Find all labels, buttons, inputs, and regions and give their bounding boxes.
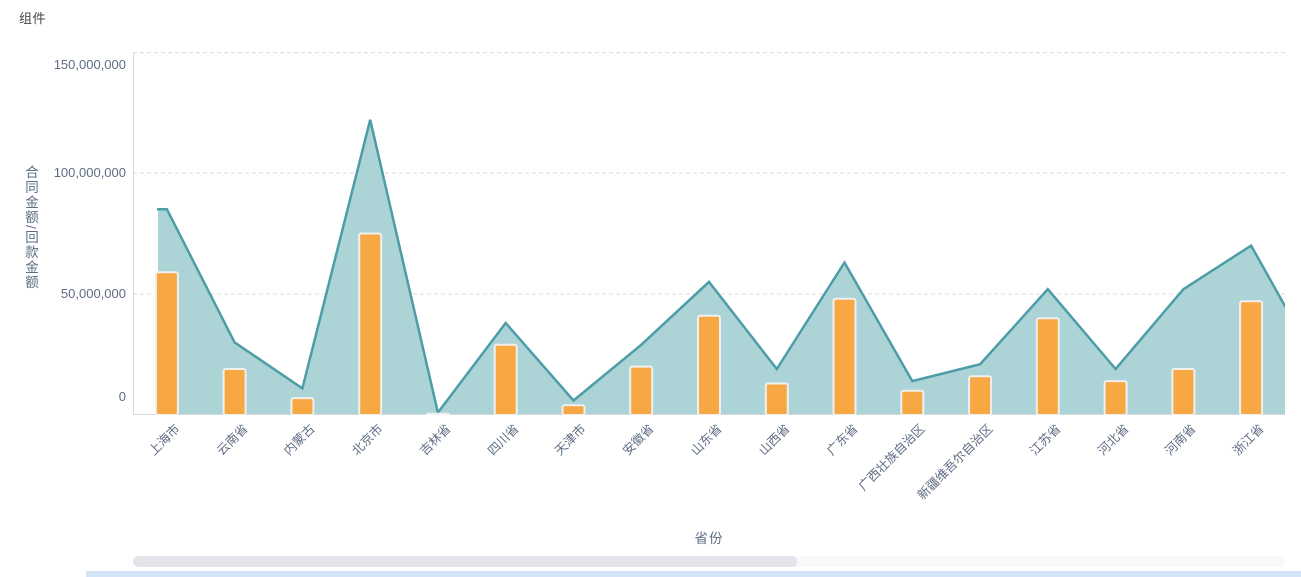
bar-新疆维吾尔自治区[interactable] xyxy=(968,375,993,415)
bar-广西壮族自治区[interactable] xyxy=(900,389,925,415)
combo-chart-plot[interactable] xyxy=(133,52,1285,415)
bar-安徽省[interactable] xyxy=(629,365,654,415)
bar-内蒙古[interactable] xyxy=(290,397,315,415)
line-series[interactable] xyxy=(156,119,1285,415)
category-label-内蒙古: 内蒙古 xyxy=(281,421,319,459)
bar-上海市[interactable] xyxy=(154,271,179,415)
bar-江苏省[interactable] xyxy=(1035,317,1060,415)
category-label-新疆维吾尔自治区: 新疆维吾尔自治区 xyxy=(915,421,996,503)
category-label-江苏省: 江苏省 xyxy=(1026,421,1064,459)
bar-山西省[interactable] xyxy=(764,382,789,416)
y-tick-label: 100,000,000 xyxy=(53,165,126,180)
bar-四川省[interactable] xyxy=(493,343,518,415)
bar-天津市[interactable] xyxy=(561,404,586,415)
bar-山东省[interactable] xyxy=(697,314,721,415)
x-axis-title: 省份 xyxy=(694,531,724,546)
horizontal-scrollbar-track[interactable] xyxy=(133,556,1285,567)
component-title: 组件 xyxy=(19,11,47,26)
bar-云南省[interactable] xyxy=(222,368,247,415)
category-label-山西省: 山西省 xyxy=(755,421,793,459)
category-label-河北省: 河北省 xyxy=(1094,421,1132,459)
bar-河北省[interactable] xyxy=(1103,380,1128,415)
bar-吉林省[interactable] xyxy=(425,412,450,415)
category-label-四川省: 四川省 xyxy=(484,421,522,459)
category-label-浙江省: 浙江省 xyxy=(1230,421,1267,459)
area-series-fill[interactable] xyxy=(158,119,1285,415)
category-label-河南省: 河南省 xyxy=(1162,421,1199,459)
category-label-云南省: 云南省 xyxy=(213,421,251,459)
bar-北京市[interactable] xyxy=(358,232,383,416)
bottom-accent-bar xyxy=(86,571,1301,577)
bar-浙江省[interactable] xyxy=(1239,300,1264,415)
category-label-天津市: 天津市 xyxy=(552,421,590,459)
bar-河南省[interactable] xyxy=(1171,368,1196,415)
category-label-山东省: 山东省 xyxy=(688,421,725,459)
category-label-安徽省: 安徽省 xyxy=(620,421,657,459)
y-tick-label: 50,000,000 xyxy=(60,286,126,301)
y-axis-title: 合同金额/回款金额 xyxy=(23,165,38,291)
y-tick-label: 0 xyxy=(118,389,126,404)
category-label-广西壮族自治区: 广西壮族自治区 xyxy=(856,421,928,494)
category-label-上海市: 上海市 xyxy=(146,421,183,459)
y-tick-label: 150,000,000 xyxy=(53,57,126,72)
bar-广东省[interactable] xyxy=(832,297,857,415)
horizontal-scrollbar-thumb[interactable] xyxy=(133,556,797,567)
category-label-广东省: 广东省 xyxy=(823,421,861,459)
category-label-吉林省: 吉林省 xyxy=(417,421,454,459)
category-label-北京市: 北京市 xyxy=(349,421,386,459)
